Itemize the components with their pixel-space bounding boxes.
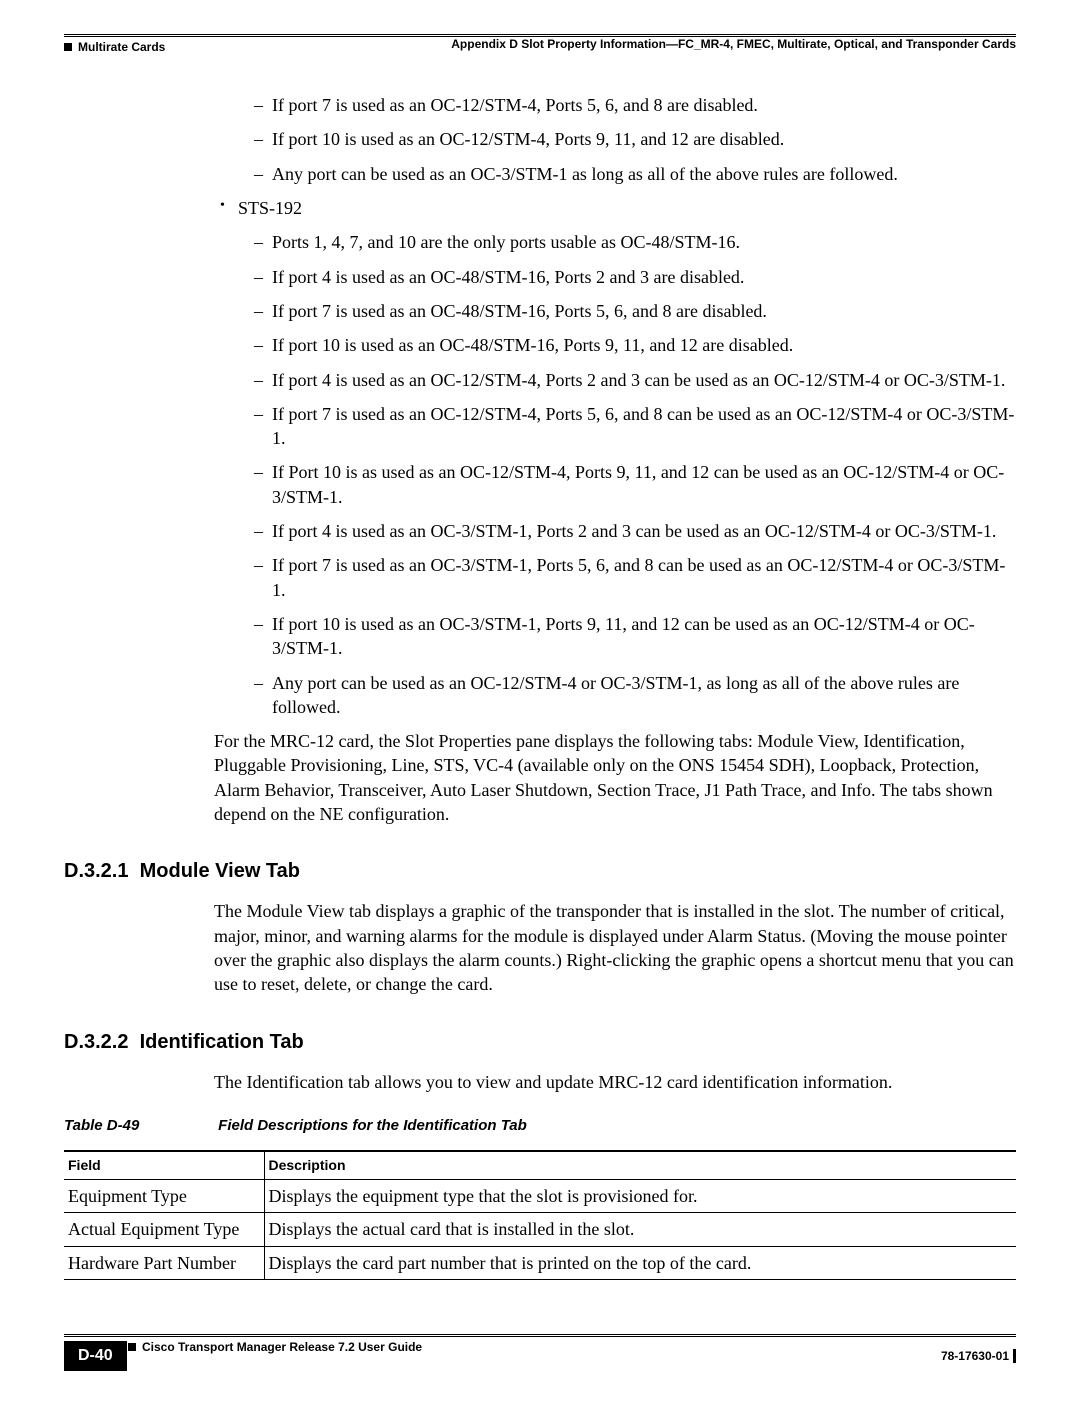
doc-number: 78-17630-01	[941, 1348, 1016, 1364]
vertical-bar-icon	[1013, 1349, 1016, 1363]
header-square-icon	[64, 43, 72, 51]
list-item: If port 7 is used as an OC-12/STM-4, Por…	[254, 93, 1016, 117]
section-heading-identification: D.3.2.2 Identification Tab	[64, 1029, 1016, 1056]
main-content: If port 7 is used as an OC-12/STM-4, Por…	[64, 93, 1016, 1280]
list-item: If port 4 is used as an OC-12/STM-4, Por…	[254, 368, 1016, 392]
list-text: If port 4 is used as an OC-3/STM-1, Port…	[272, 521, 996, 541]
header-left: Multirate Cards	[78, 39, 165, 55]
paragraph: The Identification tab allows you to vie…	[214, 1070, 1016, 1094]
list-text: STS-192	[238, 198, 302, 218]
list-item: If port 4 is used as an OC-3/STM-1, Port…	[254, 519, 1016, 543]
doc-number-text: 78-17630-01	[941, 1348, 1009, 1364]
list-item: If port 7 is used as an OC-48/STM-16, Po…	[254, 299, 1016, 323]
table-header-row: Field Description	[64, 1151, 1016, 1179]
sts-dash-list: Ports 1, 4, 7, and 10 are the only ports…	[238, 230, 1016, 719]
list-text: If port 7 is used as an OC-48/STM-16, Po…	[272, 301, 767, 321]
table-cell: Displays the actual card that is install…	[264, 1213, 1016, 1246]
table-cell: Actual Equipment Type	[64, 1213, 264, 1246]
table-cell: Hardware Part Number	[64, 1246, 264, 1279]
list-item: Ports 1, 4, 7, and 10 are the only ports…	[254, 230, 1016, 254]
list-text: Any port can be used as an OC-3/STM-1 as…	[272, 164, 898, 184]
dot-list: STS-192 Ports 1, 4, 7, and 10 are the on…	[214, 196, 1016, 719]
list-item: Any port can be used as an OC-3/STM-1 as…	[254, 162, 1016, 186]
list-item: If port 4 is used as an OC-48/STM-16, Po…	[254, 265, 1016, 289]
table-cell: Displays the equipment type that the slo…	[264, 1179, 1016, 1212]
list-text: If port 7 is used as an OC-12/STM-4, Por…	[272, 95, 758, 115]
list-item: If port 10 is used as an OC-48/STM-16, P…	[254, 333, 1016, 357]
list-item: STS-192 Ports 1, 4, 7, and 10 are the on…	[214, 196, 1016, 719]
list-text: If Port 10 is as used as an OC-12/STM-4,…	[272, 462, 1004, 506]
footer-title: Cisco Transport Manager Release 7.2 User…	[142, 1339, 422, 1355]
list-text: Any port can be used as an OC-12/STM-4 o…	[272, 673, 959, 717]
intro-dash-list: If port 7 is used as an OC-12/STM-4, Por…	[214, 93, 1016, 186]
table-row: Equipment Type Displays the equipment ty…	[64, 1179, 1016, 1212]
list-text: If port 10 is used as an OC-3/STM-1, Por…	[272, 614, 975, 658]
list-item: If port 7 is used as an OC-12/STM-4, Por…	[254, 402, 1016, 451]
header-right: Appendix D Slot Property Information—FC_…	[451, 36, 1016, 52]
footer: Cisco Transport Manager Release 7.2 User…	[64, 1334, 1016, 1371]
list-item: If port 10 is used as an OC-3/STM-1, Por…	[254, 612, 1016, 661]
table-row: Actual Equipment Type Displays the actua…	[64, 1213, 1016, 1246]
list-item: Any port can be used as an OC-12/STM-4 o…	[254, 671, 1016, 720]
section-heading-module-view: D.3.2.1 Module View Tab	[64, 858, 1016, 885]
list-item: If Port 10 is as used as an OC-12/STM-4,…	[254, 460, 1016, 509]
list-text: Ports 1, 4, 7, and 10 are the only ports…	[272, 232, 740, 252]
footer-rule-bottom	[64, 1336, 1016, 1337]
section-number: D.3.2.1	[64, 860, 128, 882]
table-row: Hardware Part Number Displays the card p…	[64, 1246, 1016, 1279]
table-header-cell: Field	[64, 1151, 264, 1179]
section-number: D.3.2.2	[64, 1031, 128, 1053]
list-text: If port 10 is used as an OC-12/STM-4, Po…	[272, 129, 784, 149]
section-title: Identification Tab	[140, 1031, 304, 1053]
identification-table: Field Description Equipment Type Display…	[64, 1150, 1016, 1280]
list-text: If port 7 is used as an OC-3/STM-1, Port…	[272, 555, 1005, 599]
table-header-cell: Description	[264, 1151, 1016, 1179]
table-caption-title: Field Descriptions for the Identificatio…	[218, 1117, 527, 1134]
list-text: If port 10 is used as an OC-48/STM-16, P…	[272, 335, 793, 355]
list-text: If port 4 is used as an OC-12/STM-4, Por…	[272, 370, 1005, 390]
paragraph: The Module View tab displays a graphic o…	[214, 899, 1016, 996]
table-cell: Displays the card part number that is pr…	[264, 1246, 1016, 1279]
list-item: If port 7 is used as an OC-3/STM-1, Port…	[254, 553, 1016, 602]
table-caption: Table D-49 Field Descriptions for the Id…	[64, 1116, 1016, 1136]
page-number: D-40	[64, 1341, 127, 1371]
paragraph: For the MRC-12 card, the Slot Properties…	[214, 729, 1016, 826]
section-title: Module View Tab	[140, 860, 300, 882]
table-cell: Equipment Type	[64, 1179, 264, 1212]
list-text: If port 7 is used as an OC-12/STM-4, Por…	[272, 404, 1014, 448]
list-item: If port 10 is used as an OC-12/STM-4, Po…	[254, 127, 1016, 151]
list-text: If port 4 is used as an OC-48/STM-16, Po…	[272, 267, 744, 287]
footer-square-icon	[128, 1343, 136, 1351]
header-row: Multirate Cards Appendix D Slot Property…	[64, 35, 1016, 58]
table-caption-number: Table D-49	[64, 1116, 214, 1136]
